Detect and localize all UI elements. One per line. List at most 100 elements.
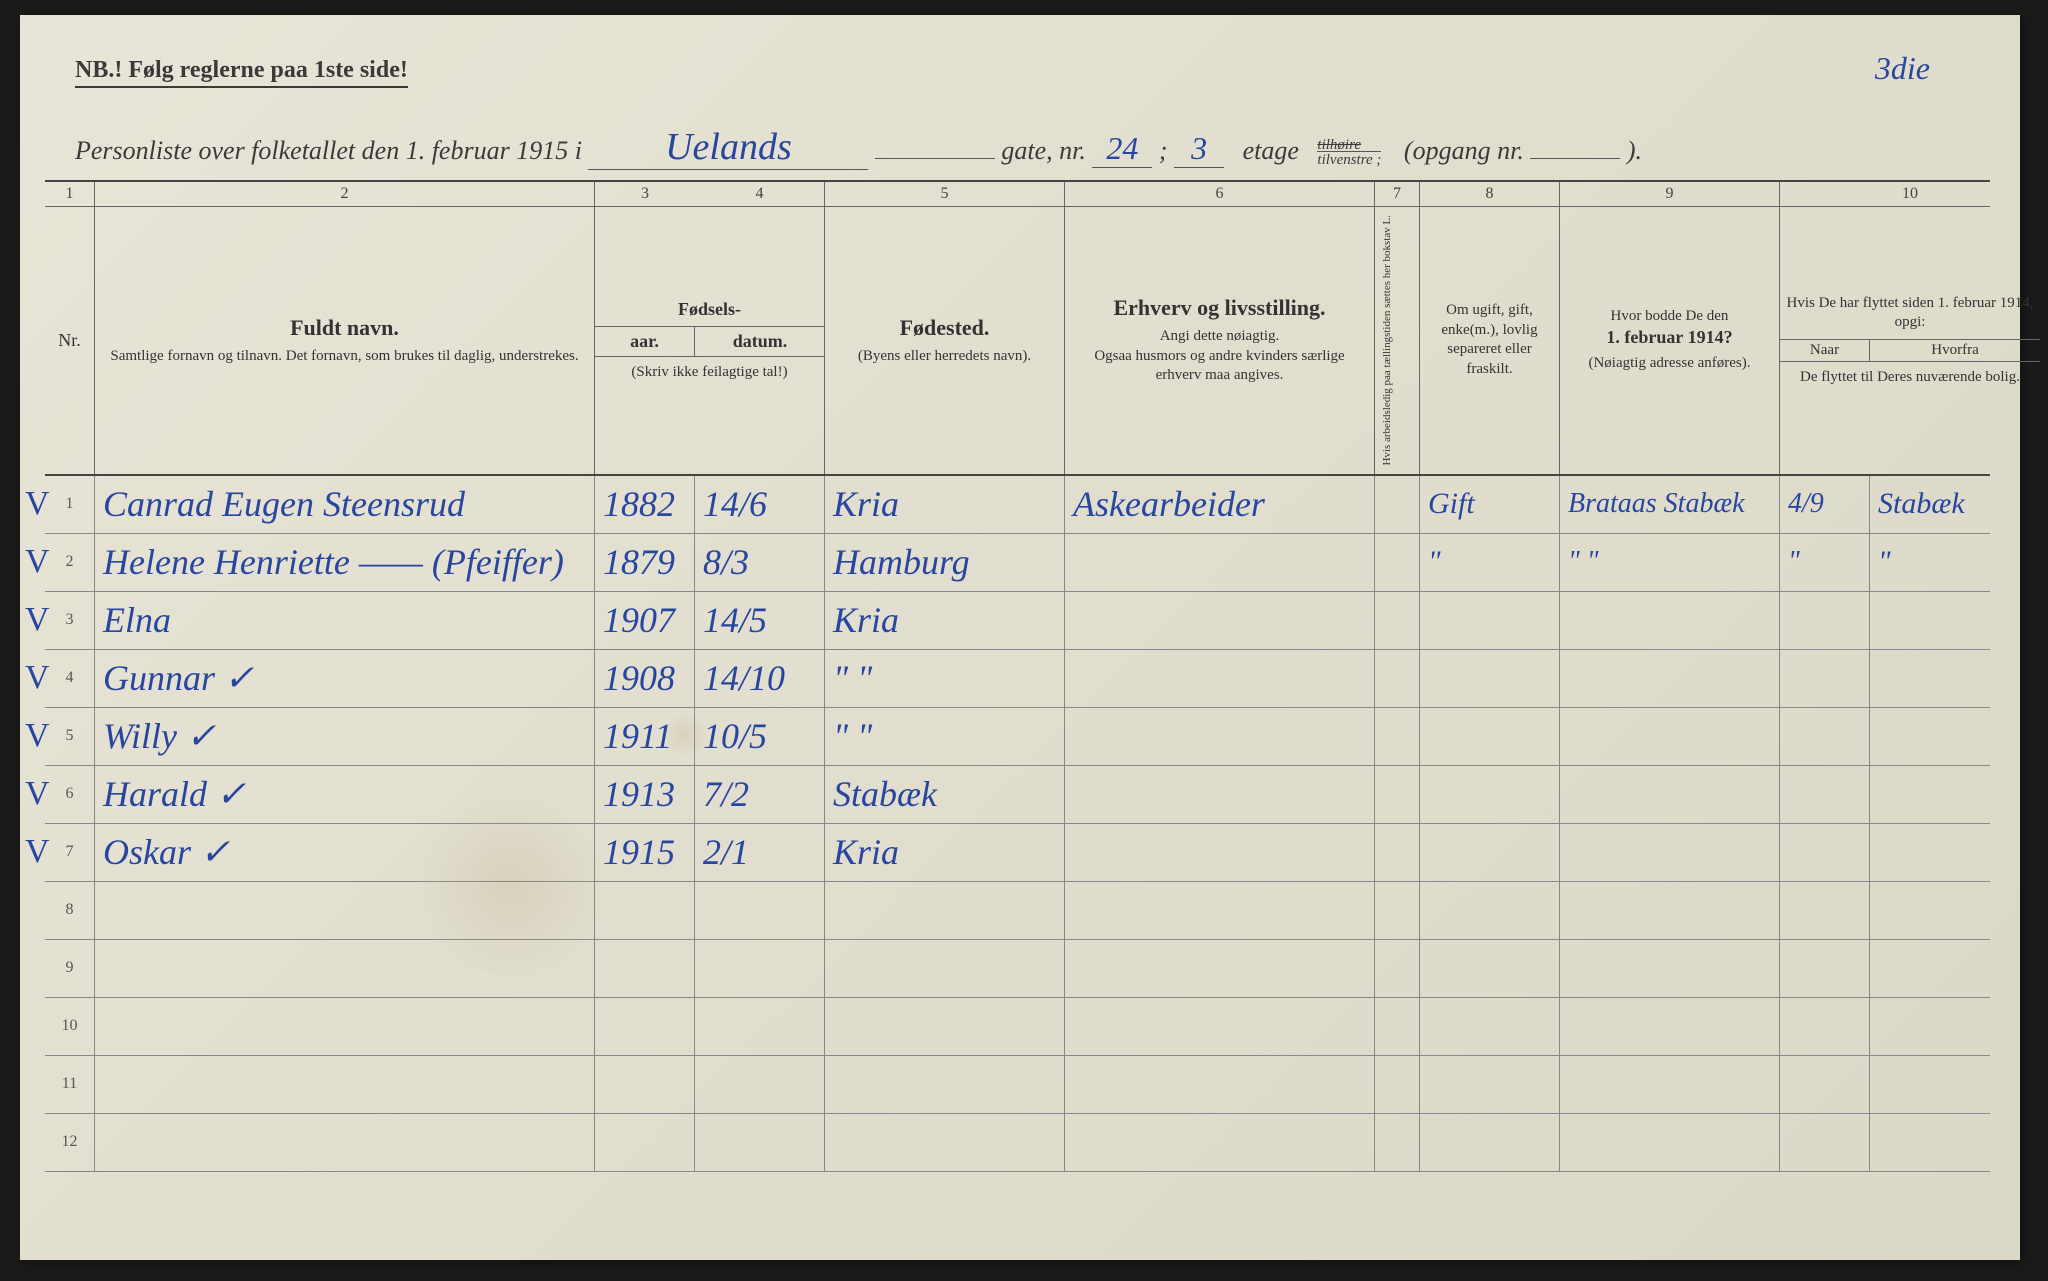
row-birthplace	[825, 882, 1065, 939]
row-addr1914	[1560, 824, 1780, 881]
row-date: 14/6	[695, 476, 825, 533]
row-occupation	[1065, 1114, 1375, 1171]
row-addr1914	[1560, 882, 1780, 939]
data-rows-container: V 1 Canrad Eugen Steensrud 1882 14/6 Kri…	[45, 476, 1990, 1172]
row-year: 1913	[595, 766, 695, 823]
colnum-9: 9	[1560, 182, 1780, 206]
row-name	[95, 1056, 595, 1113]
row-name: Helene Henriette —— (Pfeiffer)	[95, 534, 595, 591]
row-addr1914	[1560, 592, 1780, 649]
row-status	[1420, 998, 1560, 1055]
row-col7	[1375, 1056, 1420, 1113]
row-from	[1870, 940, 2040, 997]
row-when	[1780, 592, 1870, 649]
gate-number: 24	[1092, 130, 1152, 168]
census-table: 1 2 3 4 5 6 7 8 9 10 Nr. Fuldt navn. Sam…	[45, 180, 1990, 1172]
row-nr: V 3	[45, 592, 95, 649]
row-year: 1908	[595, 650, 695, 707]
row-occupation	[1065, 766, 1375, 823]
row-from	[1870, 1114, 2040, 1171]
row-when	[1780, 998, 1870, 1055]
table-row: 11	[45, 1056, 1990, 1114]
column-headers-row: Nr. Fuldt navn. Samtlige fornavn og tiln…	[45, 207, 1990, 476]
colnum-8: 8	[1420, 182, 1560, 206]
row-birthplace	[825, 940, 1065, 997]
hdr-place: Fødested. (Byens eller herredets navn).	[825, 207, 1065, 474]
row-occupation	[1065, 650, 1375, 707]
form-header: Personliste over folketallet den 1. febr…	[75, 125, 1955, 170]
row-addr1914	[1560, 1114, 1780, 1171]
row-date: 8/3	[695, 534, 825, 591]
row-occupation	[1065, 534, 1375, 591]
table-row: V 7 Oskar ✓ 1915 2/1 Kria	[45, 824, 1990, 882]
closing-paren: ).	[1627, 136, 1642, 165]
row-birthplace: Stabæk	[825, 766, 1065, 823]
row-addr1914	[1560, 940, 1780, 997]
colnum-6: 6	[1065, 182, 1375, 206]
table-row: 9	[45, 940, 1990, 998]
table-row: V 1 Canrad Eugen Steensrud 1882 14/6 Kri…	[45, 476, 1990, 534]
table-row: 8	[45, 882, 1990, 940]
row-when	[1780, 766, 1870, 823]
column-numbers-row: 1 2 3 4 5 6 7 8 9 10	[45, 180, 1990, 207]
row-occupation	[1065, 998, 1375, 1055]
row-date: 10/5	[695, 708, 825, 765]
row-name: Willy ✓	[95, 708, 595, 765]
table-row: 12	[45, 1114, 1990, 1172]
nb-instruction: NB.! Følg reglerne paa 1ste side!	[75, 57, 408, 88]
colnum-7: 7	[1375, 182, 1420, 206]
paper-stain	[660, 715, 710, 755]
row-from	[1870, 592, 2040, 649]
row-birthplace	[825, 1056, 1065, 1113]
row-name	[95, 998, 595, 1055]
row-nr: V 7	[45, 824, 95, 881]
row-occupation	[1065, 592, 1375, 649]
row-when	[1780, 882, 1870, 939]
row-when: 4/9	[1780, 476, 1870, 533]
row-name: Canrad Eugen Steensrud	[95, 476, 595, 533]
row-addr1914: Brataas Stabæk	[1560, 476, 1780, 533]
row-date	[695, 940, 825, 997]
row-year: 1907	[595, 592, 695, 649]
row-col7	[1375, 940, 1420, 997]
semicolon: ;	[1159, 136, 1174, 165]
etage-label: etage	[1243, 136, 1299, 165]
row-col7	[1375, 766, 1420, 823]
row-addr1914	[1560, 766, 1780, 823]
row-date: 2/1	[695, 824, 825, 881]
hdr-col7: Hvis arbeidsledig paa tællingstiden sætt…	[1375, 207, 1420, 474]
row-from	[1870, 882, 2040, 939]
row-nr: 11	[45, 1056, 95, 1113]
row-occupation	[1065, 824, 1375, 881]
row-when	[1780, 1114, 1870, 1171]
row-when	[1780, 940, 1870, 997]
row-from: Stabæk	[1870, 476, 2040, 533]
row-date: 7/2	[695, 766, 825, 823]
row-from	[1870, 766, 2040, 823]
opgang-gap	[1530, 133, 1620, 159]
colnum-5: 5	[825, 182, 1065, 206]
hdr-birth: Fødsels- aar. datum. (Skriv ikke feilagt…	[595, 207, 825, 474]
hdr-occupation: Erhverv og livsstilling. Angi dette nøia…	[1065, 207, 1375, 474]
row-addr1914	[1560, 708, 1780, 765]
row-from	[1870, 998, 2040, 1055]
row-col7	[1375, 650, 1420, 707]
colnum-2: 2	[95, 182, 595, 206]
row-birthplace: " "	[825, 650, 1065, 707]
census-form-paper: NB.! Følg reglerne paa 1ste side! 3die P…	[20, 15, 2020, 1260]
row-date	[695, 1056, 825, 1113]
row-year: 1879	[595, 534, 695, 591]
header-prefix: Personliste over folketallet den 1. febr…	[75, 136, 582, 165]
row-when	[1780, 650, 1870, 707]
row-from: "	[1870, 534, 2040, 591]
row-birthplace: Kria	[825, 592, 1065, 649]
row-status: "	[1420, 534, 1560, 591]
row-birthplace	[825, 1114, 1065, 1171]
row-nr: 8	[45, 882, 95, 939]
row-status	[1420, 592, 1560, 649]
table-row: V 2 Helene Henriette —— (Pfeiffer) 1879 …	[45, 534, 1990, 592]
row-addr1914	[1560, 650, 1780, 707]
row-col7	[1375, 708, 1420, 765]
hdr-col9: Hvor bodde De den 1. februar 1914? (Nøia…	[1560, 207, 1780, 474]
hdr-col8: Om ugift, gift, enke(m.), lovlig separer…	[1420, 207, 1560, 474]
